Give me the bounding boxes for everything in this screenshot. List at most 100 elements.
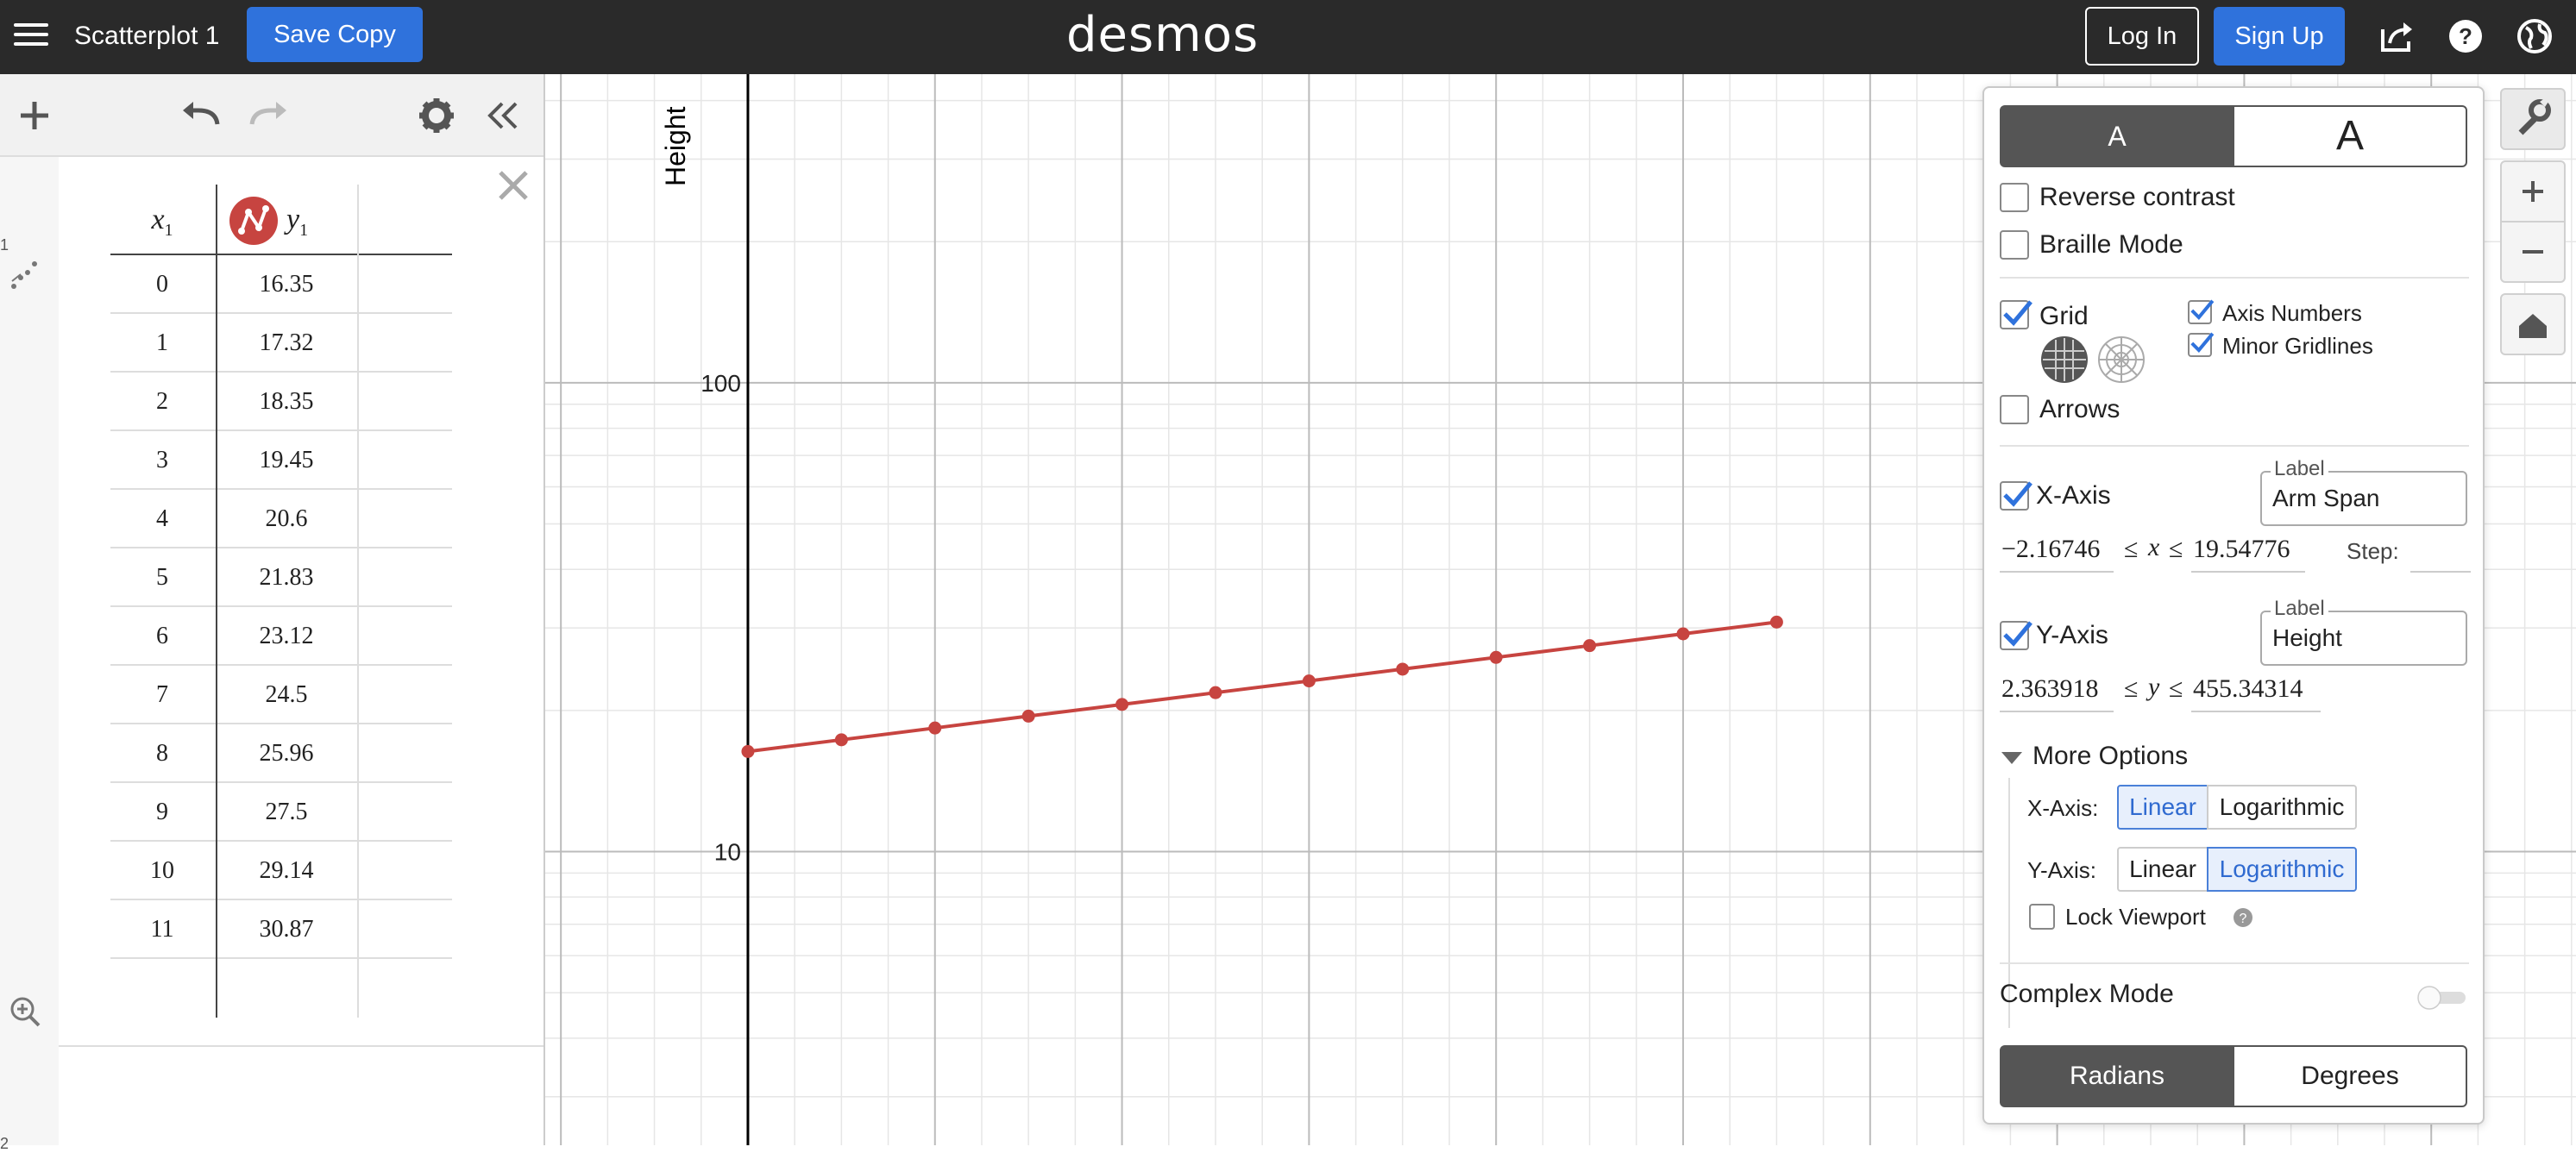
y-axis-logarithmic-button[interactable]: Logarithmic — [2207, 847, 2357, 892]
graph-settings-wrench-icon[interactable] — [2500, 88, 2566, 150]
data-point — [1769, 615, 1783, 629]
leq-symbol: ≤ — [2124, 535, 2139, 563]
grid-label: Grid — [2039, 302, 2089, 330]
triangle-down-icon[interactable] — [2000, 747, 2024, 771]
x-max-input[interactable]: 19.54776 — [2193, 535, 2290, 563]
table-cell-y[interactable]: 17.32 — [259, 329, 314, 356]
y-axis-label-field[interactable]: Label Height — [2260, 597, 2467, 666]
y-max-input[interactable]: 455.34314 — [2193, 674, 2303, 703]
scatter-style-icon[interactable] — [7, 259, 41, 293]
table-cell-x[interactable]: 9 — [156, 799, 168, 825]
desmos-logo: desmos — [1066, 7, 1260, 63]
leq-symbol: ≤ — [2169, 535, 2183, 563]
zoom-out-icon[interactable] — [2500, 221, 2566, 283]
help-icon[interactable]: ? — [2233, 907, 2253, 928]
step-input[interactable] — [2410, 571, 2471, 573]
x-axis-linear-button[interactable]: Linear — [2117, 785, 2208, 830]
table-cell-x[interactable]: 8 — [156, 740, 168, 767]
undo-icon[interactable] — [178, 91, 226, 140]
y-column-header[interactable]: y1 — [223, 185, 361, 255]
text-size-large-button[interactable]: A — [2233, 105, 2467, 167]
x-axis-label-field[interactable]: Label Arm Span — [2260, 457, 2467, 526]
table-cell-x[interactable]: 10 — [150, 857, 174, 884]
table-cell-x[interactable]: 3 — [156, 447, 168, 473]
y-axis-checkbox[interactable] — [2000, 621, 2033, 650]
table-cell-x[interactable]: 11 — [150, 916, 174, 943]
data-point — [741, 744, 755, 758]
y-min-input[interactable]: 2.363918 — [2001, 674, 2099, 703]
table-cell-x[interactable]: 2 — [156, 388, 168, 415]
collapse-panel-icon[interactable] — [478, 91, 526, 140]
grid-checkbox[interactable] — [2000, 300, 2033, 329]
table-row-divider — [110, 957, 452, 959]
data-point — [1396, 662, 1410, 676]
y-tick-label: 10 — [714, 838, 741, 865]
cartesian-grid-icon[interactable] — [2039, 335, 2089, 385]
table-cell-x[interactable]: 1 — [156, 329, 168, 356]
add-item-icon[interactable] — [10, 91, 59, 140]
data-point — [1489, 650, 1503, 664]
graph-settings-panel: A A Reverse contrast Braille Mode Grid A… — [1982, 86, 2485, 1125]
table-cell-y[interactable]: 18.35 — [259, 388, 314, 415]
table-cell-y[interactable]: 19.45 — [259, 447, 314, 473]
table-cell-x[interactable]: 0 — [156, 271, 168, 298]
graph-title[interactable]: Scatterplot 1 — [74, 22, 220, 50]
axis-numbers-checkbox[interactable] — [2188, 299, 2215, 324]
reverse-contrast-checkbox[interactable] — [2000, 183, 2029, 212]
table-cell-y[interactable]: 23.12 — [259, 623, 314, 649]
more-options-toggle[interactable]: More Options — [2033, 742, 2189, 770]
table-cell-y[interactable]: 29.14 — [259, 857, 314, 884]
data-point — [1209, 686, 1222, 699]
home-icon[interactable] — [2500, 293, 2566, 355]
table-cell-y[interactable]: 24.5 — [265, 681, 308, 708]
arrows-label: Arrows — [2039, 395, 2120, 423]
degrees-button[interactable]: Degrees — [2233, 1045, 2467, 1107]
x-column-header[interactable]: x1 — [151, 204, 173, 240]
redo-icon[interactable] — [243, 91, 292, 140]
share-icon[interactable] — [2378, 17, 2416, 55]
close-table-icon[interactable] — [493, 166, 533, 205]
table-cell-y[interactable]: 21.83 — [259, 564, 314, 591]
x-axis-logarithmic-button[interactable]: Logarithmic — [2207, 785, 2357, 830]
x-axis-label-field-title: Label — [2271, 457, 2328, 481]
table-cell-x[interactable]: 6 — [156, 623, 168, 649]
login-button[interactable]: Log In — [2085, 7, 2199, 66]
braille-mode-label: Braille Mode — [2039, 230, 2183, 259]
signup-button[interactable]: Sign Up — [2214, 7, 2345, 66]
series-color-icon[interactable] — [229, 197, 278, 245]
table-cell-x[interactable]: 7 — [156, 681, 168, 708]
arrows-checkbox[interactable] — [2000, 395, 2029, 424]
save-copy-button[interactable]: Save Copy — [247, 7, 423, 62]
gear-icon[interactable] — [412, 91, 461, 140]
table-row-divider — [110, 899, 452, 900]
zoom-in-icon[interactable] — [2500, 160, 2566, 222]
braille-mode-checkbox[interactable] — [2000, 230, 2029, 260]
x-axis-checkbox[interactable] — [2000, 481, 2033, 511]
table-row-divider — [110, 781, 452, 783]
table-row-divider — [110, 312, 452, 314]
table-cell-x[interactable]: 4 — [156, 505, 168, 532]
text-size-small-button[interactable]: A — [2000, 105, 2234, 167]
complex-mode-toggle[interactable] — [2416, 985, 2469, 1011]
lock-viewport-checkbox[interactable] — [2029, 904, 2055, 930]
y-axis-label-value: Height — [2272, 624, 2342, 651]
x-min-input[interactable]: −2.16746 — [2001, 535, 2101, 563]
table-cell-y[interactable]: 30.87 — [259, 916, 314, 943]
minor-gridlines-checkbox[interactable] — [2188, 332, 2215, 357]
table-cell-y[interactable]: 20.6 — [265, 505, 308, 532]
minor-gridlines-label: Minor Gridlines — [2222, 333, 2373, 359]
y-axis-linear-button[interactable]: Linear — [2117, 847, 2208, 892]
table-cell-y[interactable]: 16.35 — [259, 271, 314, 298]
table-cell-y[interactable]: 27.5 — [265, 799, 308, 825]
menu-icon[interactable] — [14, 19, 48, 50]
polar-grid-icon[interactable] — [2096, 335, 2146, 385]
globe-icon[interactable] — [2516, 17, 2554, 55]
radians-button[interactable]: Radians — [2000, 1045, 2234, 1107]
zoom-fit-icon[interactable] — [7, 993, 43, 1030]
expression-gutter: 1 2 — [0, 157, 59, 1152]
table-cell-y[interactable]: 25.96 — [259, 740, 314, 767]
y-variable: y — [2148, 673, 2160, 701]
help-icon[interactable]: ? — [2447, 17, 2485, 55]
table-cell-x[interactable]: 5 — [156, 564, 168, 591]
x-variable: x — [2148, 533, 2160, 561]
